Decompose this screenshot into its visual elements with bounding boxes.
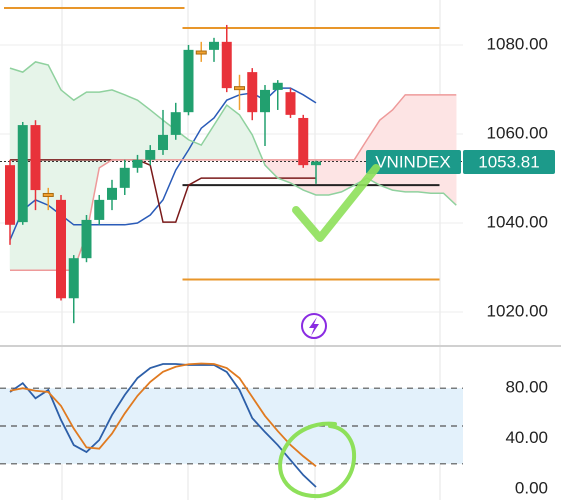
cloud-fill <box>328 159 342 196</box>
candle-body <box>158 134 168 151</box>
cloud-fill <box>341 159 355 193</box>
candle-body <box>42 192 54 197</box>
candle-body <box>285 92 296 115</box>
cloud-fill <box>213 104 227 161</box>
price-tag: VNINDEX 1053.81 <box>366 150 555 174</box>
tag-value-box <box>463 150 555 174</box>
cloud-fill <box>124 94 138 161</box>
oscillator-line <box>9 363 317 488</box>
y-tick-label: 1080.00 <box>487 34 548 53</box>
hand-checkmark <box>292 164 380 242</box>
axis-labels: 1080.00 1060.00 1040.00 1020.00 80.00 40.00 0.… <box>487 34 548 497</box>
y-tick-label: 40.00 <box>505 428 548 447</box>
cloud-fill <box>430 94 444 194</box>
cloud-fill <box>417 94 431 194</box>
oscillator-line <box>9 362 317 468</box>
candle-body <box>298 117 309 166</box>
candle-body <box>311 161 321 166</box>
candle-body <box>209 41 219 50</box>
annotation-icon <box>301 313 327 339</box>
candle-body <box>5 165 15 225</box>
stochastic-panel <box>0 362 463 488</box>
candle-body <box>195 50 207 55</box>
candle-body <box>183 49 194 113</box>
candle-body <box>170 112 181 135</box>
candle-body <box>145 150 156 160</box>
icon-bolt <box>309 317 319 336</box>
candle-body <box>221 41 232 89</box>
candle-body <box>272 82 283 90</box>
y-tick-label: 1060.00 <box>487 123 548 142</box>
hand-circle <box>278 421 356 499</box>
candle-body <box>94 199 105 220</box>
candle-body <box>17 125 28 223</box>
candle-body <box>30 125 41 191</box>
tag-name: VNINDEX <box>375 152 451 171</box>
indicator-line <box>9 61 457 206</box>
y-tick-label: 1040.00 <box>487 213 548 232</box>
y-tick-label: 80.00 <box>505 378 548 397</box>
candle-body <box>119 167 130 188</box>
cloud-fill <box>239 113 253 161</box>
candle-body <box>81 219 92 259</box>
tag-value: 1053.81 <box>478 152 539 171</box>
candle-body <box>68 258 79 299</box>
candle-body <box>132 159 143 168</box>
indicator-line <box>10 159 316 223</box>
cloud-fill <box>392 94 406 193</box>
candle-body <box>56 199 66 299</box>
tag-name-box <box>366 150 461 174</box>
cloud-fill <box>99 89 113 169</box>
cloud-fill <box>405 94 419 193</box>
candle-body <box>247 72 258 113</box>
candle-body <box>234 86 245 91</box>
y-tick-label: 0.00 <box>515 479 548 498</box>
y-tick-label: 1020.00 <box>487 302 548 321</box>
candle-body <box>107 187 117 200</box>
candle-body <box>260 89 270 113</box>
cloud-fill <box>111 89 125 161</box>
